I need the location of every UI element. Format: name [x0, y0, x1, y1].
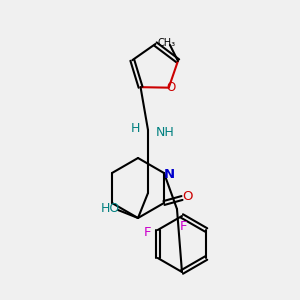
Text: CH₃: CH₃ — [158, 38, 176, 48]
Text: N: N — [164, 169, 175, 182]
Text: O: O — [166, 81, 176, 94]
Text: H: H — [130, 122, 140, 136]
Text: F: F — [144, 226, 152, 238]
Text: NH: NH — [156, 125, 175, 139]
Text: HO: HO — [100, 202, 120, 214]
Text: F: F — [180, 220, 188, 232]
Text: O: O — [183, 190, 193, 202]
